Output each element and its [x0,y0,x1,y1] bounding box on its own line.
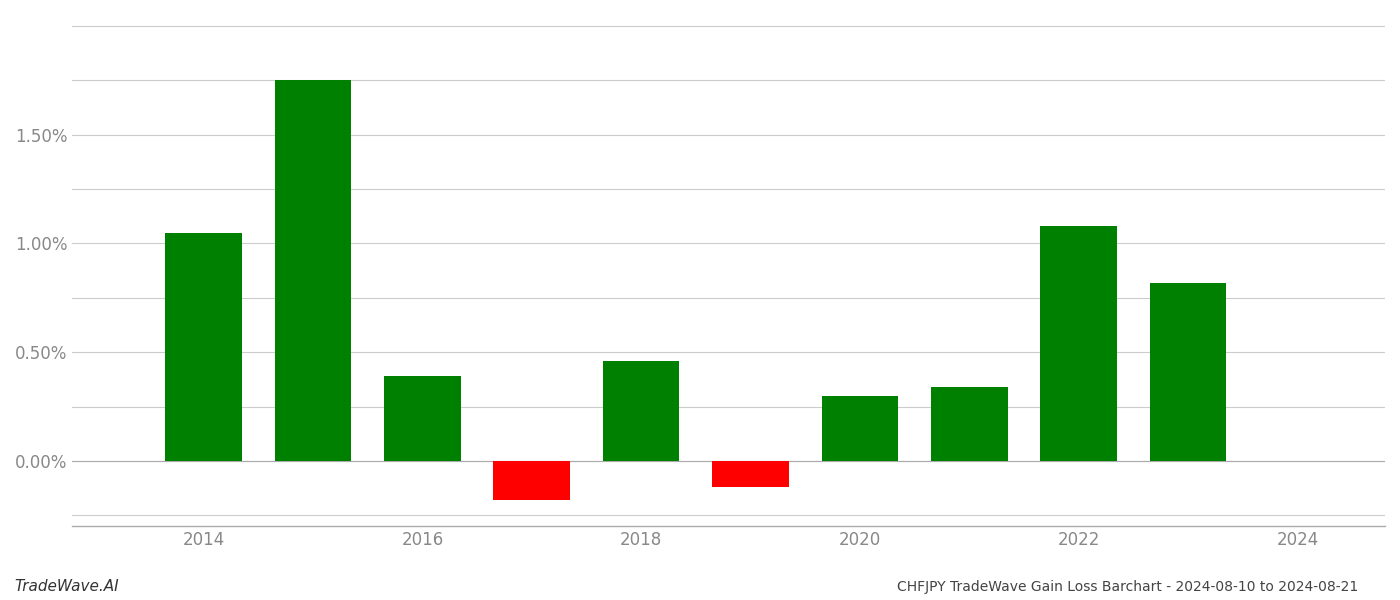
Bar [493,461,570,500]
Text: TradeWave.AI: TradeWave.AI [14,579,119,594]
Bar [165,233,242,461]
Bar [713,461,788,487]
Bar [603,361,679,461]
Bar [822,395,899,461]
Bar [384,376,461,461]
Bar [1040,226,1117,461]
Bar [931,387,1008,461]
Bar [274,80,351,461]
Bar [1149,283,1226,461]
Text: CHFJPY TradeWave Gain Loss Barchart - 2024-08-10 to 2024-08-21: CHFJPY TradeWave Gain Loss Barchart - 20… [897,580,1358,594]
